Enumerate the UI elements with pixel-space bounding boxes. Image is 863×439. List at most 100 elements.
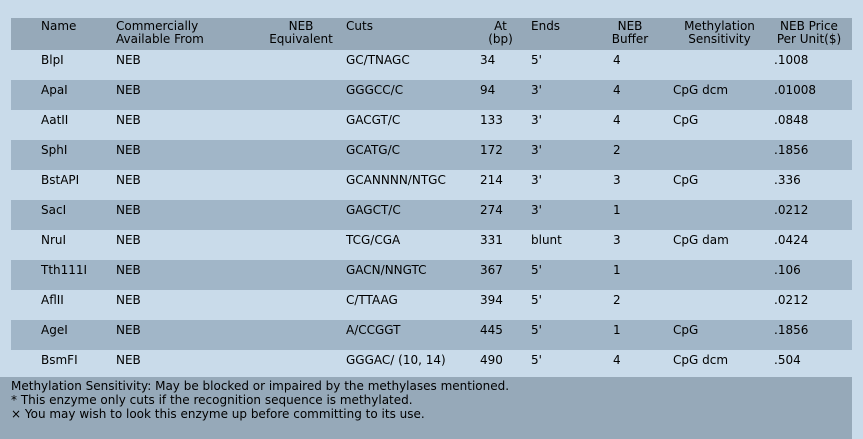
cell-at: 34	[480, 53, 496, 67]
header-cuts: Cuts	[346, 19, 373, 33]
cell-ends: 5'	[531, 263, 542, 277]
cell-buffer: 3	[613, 233, 621, 247]
cell-neb-equivalent	[256, 50, 346, 80]
cell-name: Tth111I	[41, 263, 88, 277]
cell-cuts: A/CCGGT	[346, 323, 401, 337]
cell-neb-equivalent	[256, 140, 346, 170]
cell-ends: 3'	[531, 173, 542, 187]
cell-buffer: 4	[613, 113, 621, 127]
header-neb-buffer: NEB Buffer	[611, 19, 649, 46]
header-commercially-available: Commercially Available From	[116, 19, 204, 46]
cell-methylation: CpG dcm	[673, 83, 729, 97]
cell-methylation	[673, 260, 766, 290]
cell-methylation: CpG	[673, 113, 699, 127]
cell-neb-equivalent	[256, 350, 346, 380]
cell-neb-equivalent	[256, 110, 346, 140]
cell-price: .1856	[774, 323, 809, 337]
cell-cuts: GGGCC/C	[346, 83, 404, 97]
cell-name: BlpI	[41, 53, 64, 67]
cell-price: .504	[774, 353, 801, 367]
cell-buffer: 1	[613, 323, 621, 337]
cell-price: .0424	[774, 233, 809, 247]
cell-available: NEB	[116, 323, 141, 337]
cell-available: NEB	[116, 293, 141, 307]
cell-cuts: GACGT/C	[346, 113, 401, 127]
cell-at: 394	[480, 293, 503, 307]
table-header-row: Name Commercially Available From NEB Equiv…	[11, 18, 852, 50]
cell-at: 94	[480, 83, 496, 97]
cell-at: 331	[480, 233, 503, 247]
cell-price: .1008	[774, 53, 809, 67]
table-row: BlpI NEB GC/TNAGC 34 5' 4 .1008	[11, 50, 852, 80]
cell-neb-equivalent	[256, 230, 346, 260]
cell-cuts: GCATG/C	[346, 143, 401, 157]
cell-price: .1856	[774, 143, 809, 157]
cell-ends: 5'	[531, 353, 542, 367]
cell-methylation: CpG	[673, 323, 699, 337]
cell-name: BsmFI	[41, 353, 78, 367]
cell-methylation: CpG dam	[673, 233, 729, 247]
cell-name: SphI	[41, 143, 68, 157]
cell-methylation: CpG	[673, 173, 699, 187]
cell-at: 274	[480, 203, 503, 217]
cell-at: 133	[480, 113, 503, 127]
cell-available: NEB	[116, 143, 141, 157]
cell-buffer: 3	[613, 173, 621, 187]
cell-cuts: GACN/NNGTC	[346, 263, 427, 277]
cell-neb-equivalent	[256, 200, 346, 230]
footnote-cross: × You may wish to look this enzyme up be…	[11, 407, 425, 421]
cell-available: NEB	[116, 263, 141, 277]
cell-neb-equivalent	[256, 80, 346, 110]
table-row: NruI NEB TCG/CGA 331 blunt 3 CpG dam .0424	[11, 230, 852, 260]
cell-cuts: TCG/CGA	[346, 233, 401, 247]
cell-ends: blunt	[531, 233, 562, 247]
table-row: AgeI NEB A/CCGGT 445 5' 1 CpG .1856	[11, 320, 852, 350]
cell-available: NEB	[116, 113, 141, 127]
cell-available: NEB	[116, 53, 141, 67]
cell-cuts: GC/TNAGC	[346, 53, 410, 67]
cell-name: NruI	[41, 233, 67, 247]
cell-neb-equivalent	[256, 320, 346, 350]
table-row: BsmFI NEB GGGAC/ (10, 14) 490 5' 4 CpG dcm .504	[11, 350, 852, 380]
cell-buffer: 2	[613, 293, 621, 307]
cell-available: NEB	[116, 233, 141, 247]
cell-price: .01008	[774, 83, 816, 97]
table-row: BstAPI NEB GCANNNN/NTGC 214 3' 3 CpG .336	[11, 170, 852, 200]
cell-available: NEB	[116, 83, 141, 97]
cell-ends: 5'	[531, 53, 542, 67]
footnote-methylation: Methylation Sensitivity: May be blocked …	[11, 379, 510, 393]
cell-cuts: C/TTAAG	[346, 293, 398, 307]
cell-name: AatII	[41, 113, 69, 127]
cell-name: SacI	[41, 203, 67, 217]
cell-at: 172	[480, 143, 503, 157]
cell-buffer: 4	[613, 353, 621, 367]
cell-available: NEB	[116, 203, 141, 217]
cell-price: .106	[774, 263, 801, 277]
header-methylation-sensitivity: Methylation Sensitivity	[684, 19, 755, 46]
table-row: SacI NEB GAGCT/C 274 3' 1 .0212	[11, 200, 852, 230]
cell-cuts: GAGCT/C	[346, 203, 401, 217]
footnotes: Methylation Sensitivity: May be blocked …	[0, 377, 852, 439]
table-row: AflII NEB C/TTAAG 394 5' 2 .0212	[11, 290, 852, 320]
table-row: Tth111I NEB GACN/NNGTC 367 5' 1 .106	[11, 260, 852, 290]
cell-price: .0212	[774, 203, 809, 217]
cell-at: 445	[480, 323, 503, 337]
cell-ends: 3'	[531, 203, 542, 217]
cell-at: 490	[480, 353, 503, 367]
cell-buffer: 4	[613, 83, 621, 97]
cell-ends: 5'	[531, 293, 542, 307]
header-neb-equivalent: NEB Equivalent	[269, 19, 333, 46]
cell-cuts: GGGAC/ (10, 14)	[346, 353, 446, 367]
cell-at: 367	[480, 263, 503, 277]
cell-available: NEB	[116, 353, 141, 367]
cell-neb-equivalent	[256, 260, 346, 290]
header-name: Name	[41, 19, 77, 33]
cell-methylation: CpG dcm	[673, 353, 729, 367]
cell-name: BstAPI	[41, 173, 80, 187]
cell-buffer: 2	[613, 143, 621, 157]
cell-price: .0848	[774, 113, 809, 127]
cell-name: AgeI	[41, 323, 68, 337]
header-neb-price: NEB Price Per Unit($)	[776, 19, 842, 46]
table-row: SphI NEB GCATG/C 172 3' 2 .1856	[11, 140, 852, 170]
cell-methylation	[673, 50, 766, 80]
